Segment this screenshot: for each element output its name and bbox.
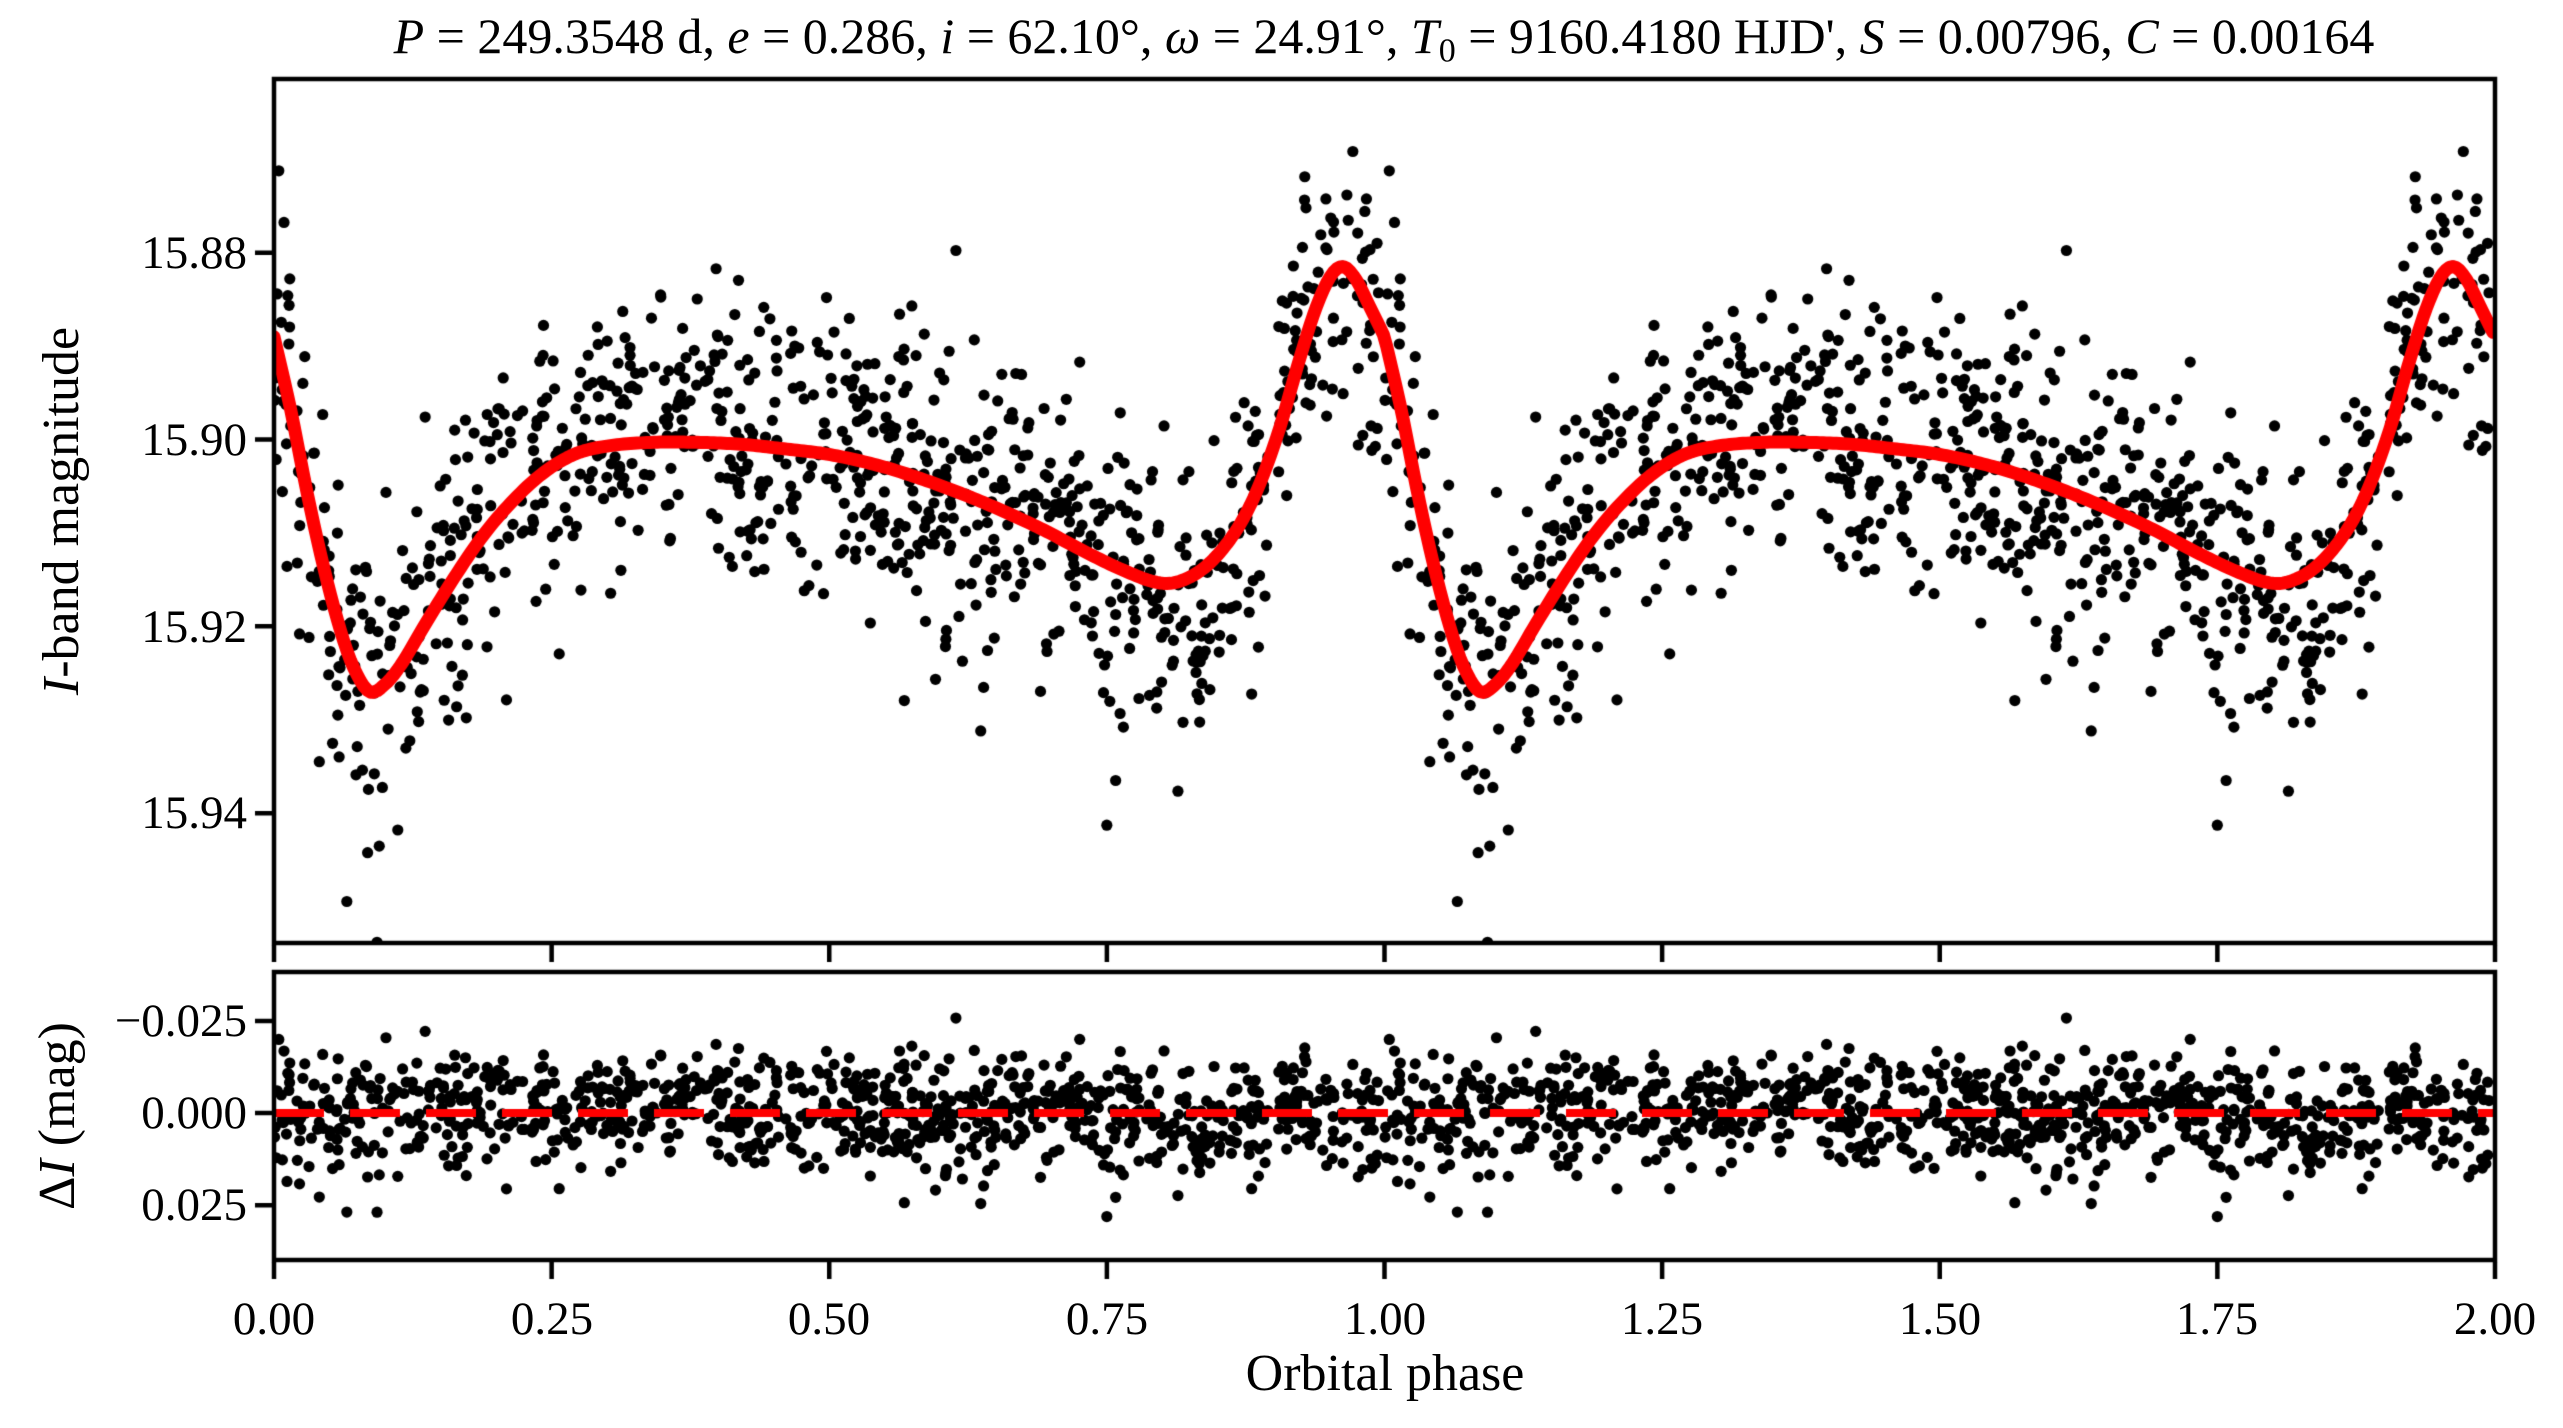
y-tick-label: 15.92: [141, 601, 247, 653]
x-axis-label: Orbital phase: [1245, 1345, 1525, 1402]
y-tick-label: −0.025: [114, 995, 247, 1047]
x-tick-label: 1.50: [1898, 1293, 1982, 1345]
x-tick-label: 0.50: [787, 1293, 871, 1345]
y-tick-label: 15.94: [141, 787, 247, 839]
y-tick-label: 15.88: [141, 227, 247, 279]
y-tick-label: 0.025: [141, 1179, 247, 1231]
x-tick-label: 1.25: [1620, 1293, 1704, 1345]
x-tick-label: 0.00: [232, 1293, 316, 1345]
x-tick-label: 0.25: [510, 1293, 594, 1345]
y-tick-label: 15.90: [141, 414, 247, 466]
x-tick-label: 1.00: [1343, 1293, 1427, 1345]
y-tick-label: 0.000: [141, 1087, 247, 1139]
x-tick-label: 1.75: [2175, 1293, 2259, 1345]
x-tick-label: 2.00: [2453, 1293, 2537, 1345]
x-tick-label: 0.75: [1065, 1293, 1149, 1345]
plot-title: P = 249.3548 d, e = 0.286, i = 62.10°, ω…: [393, 8, 2375, 70]
